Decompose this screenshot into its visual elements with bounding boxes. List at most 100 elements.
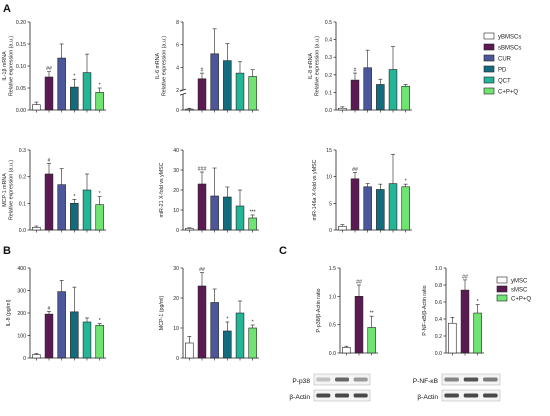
blot-band [335,377,349,382]
legend-label: sBMSCs [498,46,521,52]
y-tick-label: 1.5 [329,266,336,272]
bar-yBMSCs [185,342,194,359]
bar-sBMSCs [44,173,54,231]
significance-label: # [48,306,51,312]
bar-QCT [235,205,245,231]
y-tick-label: 0.3 [325,55,332,61]
bar-yBMSCs [32,227,41,231]
y-axis-label: P-p38/β-Actin ratio [316,288,322,332]
blot-nfkb: P-NF-κB β-Actin [413,373,501,402]
blot-band [316,393,331,398]
y-axis-label-line: IL-6 mRNA [155,52,161,79]
legend-swatch [483,43,495,51]
significance-label: ## [356,280,362,286]
chart-3: 0.0 0.1 0.2 0.3 0.4 0.5 IL-8 mRNARelative expr… [308,20,412,114]
bar-CUR [210,302,219,359]
significance-label: * [226,317,228,323]
blot-label: P-NF-κB [413,378,439,385]
chart-7: 0 100 200 300 400 IL-8 (pg/ml) # * [6,266,106,362]
bar-PD [223,196,232,231]
blot-band [463,393,479,398]
panel-letter-c: C [279,245,287,257]
y-tick-label: 0.6 [435,300,442,306]
bar-QCT [82,189,92,231]
y-tick-label: 8 [176,20,179,26]
y-tick-label: 1.0 [329,294,336,300]
legend-swatch [483,65,495,73]
legend-label: yMSC [511,279,528,285]
legend-swatch [483,87,495,95]
y-tick-label: 20 [173,296,179,302]
y-axis-label-line: IL-1β mRNA [2,51,8,81]
bar-yMSC [448,322,457,354]
y-tick-label: 10 [326,175,332,181]
blot-p38: P-p38 β-Actin [289,373,371,402]
y-tick-label: 0 [176,228,179,234]
blot-band [353,393,368,398]
legend-swatch [483,76,495,84]
legends-layer: yBMSCs sBMSCs CUR PD QCT C+P+Q yMSC sMSC C+P+Q [483,32,531,303]
y-axis-label: IL-8 (pg/ml) [6,299,12,326]
y-tick-label: 100 [17,334,26,340]
significance-label: ## [352,167,358,173]
chart-8: 0 10 20 30 MCP-1 (pg/ml) ## * * [159,266,259,362]
y-tick-label: 20 [173,188,179,194]
bar-C+P+Q [95,92,104,111]
panel-letter-b: B [3,245,11,257]
y-axis-label-line: miR-146a X-fold vs yMSC [312,159,318,220]
chart-9: 0.0 0.5 1.0 1.5 P-p38/β-Actin ratio ## ** [316,266,378,357]
significance-label: * [73,194,75,200]
y-axis-label-line: P-p38/β-Actin ratio [316,288,322,332]
y-tick-label: 400 [17,266,26,272]
y-tick-label: 0.15 [16,42,26,48]
y-tick-label: 0.5 [325,20,332,26]
bar-sMSC [460,289,470,354]
blot-label: β-Actin [417,394,438,401]
y-tick-label: 30 [173,168,179,174]
western-blots: P-p38 β-Actin P-NF-κB β-Actin [289,373,501,402]
significance-label: * [477,299,479,305]
bar-PD [223,60,232,111]
y-tick-label: 300 [17,289,26,295]
blot-band [316,377,331,382]
legend-groups: yBMSCs sBMSCs CUR PD QCT C+P+Q [483,32,521,96]
bar-QCT [235,72,245,111]
significance-label: * [99,318,101,324]
y-tick-label: 0.0 [325,108,332,114]
bar-sBMSCs [197,183,207,231]
significance-label: ## [199,267,205,273]
y-axis-label-line: MCP-1 (pg/ml) [159,296,165,331]
y-tick-label: 0.0 [19,228,26,234]
y-axis-label-line: Relative expression (a.u.) [9,160,15,220]
legend-label: PD [498,68,507,74]
chart-10: 0.0 0.2 0.4 0.6 0.8 1.0 P-NF-κB/β-Actin ratio #… [422,266,484,357]
bar-sBMSCs [44,76,54,111]
legend-swatch [496,285,508,293]
bar-C+P+Q [248,327,257,359]
y-tick-label: 0 [176,356,179,362]
bar-PD [376,189,385,231]
bar-CUR [210,53,219,111]
y-tick-label: 0.1 [325,90,332,96]
bar-PD [376,84,385,111]
y-tick-label: 10 [173,326,179,332]
bar-QCT [388,183,398,231]
bar-CUR [57,291,66,359]
legend-label: CUR [498,57,512,63]
bar-QCT [235,312,245,359]
bar-yBMSCs [338,107,347,111]
blot-band [483,393,498,398]
y-tick-label: 4 [176,65,179,71]
bar-yBMSCs [338,225,347,231]
blot-band [353,377,368,382]
y-axis-label: miR-21 X-fold vs yMSC [159,162,165,217]
bar-yBMSCs [185,228,194,231]
legend-label: C+P+Q [511,297,531,303]
y-tick-label: 0.20 [16,20,26,26]
y-axis-label: miR-146a X-fold vs yMSC [312,159,318,220]
bar-C+P+Q [473,312,482,354]
y-tick-label: 0 [329,228,332,234]
bar-PD [70,203,79,231]
significance-label: ** [370,311,374,317]
significance-label: * [252,320,254,326]
